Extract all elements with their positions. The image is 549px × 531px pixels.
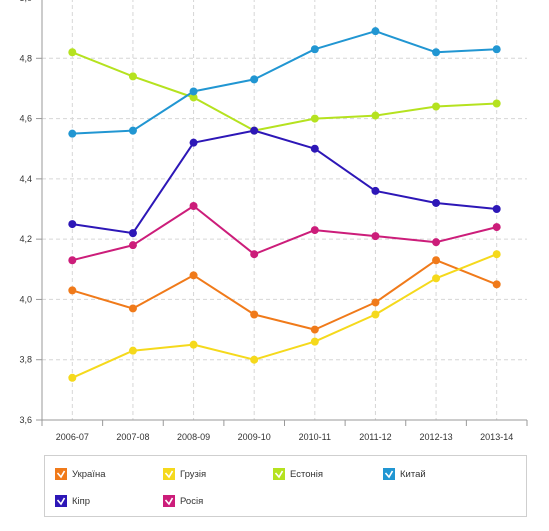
axis-layer: 3,6 3,8 4,0 4,2 4,4 4,6 4,8 5,0 2006-07 2007-08 20…: [19, 0, 528, 442]
legend-label: Росія: [180, 495, 204, 507]
legend-item[interactable]: Естонія: [273, 466, 323, 482]
x-tick-label: 2009-10: [238, 432, 271, 442]
legend-checkbox-icon[interactable]: [163, 468, 175, 480]
series-2: [68, 250, 501, 382]
data-point: [250, 310, 259, 319]
legend-checkbox-icon[interactable]: [383, 468, 395, 480]
data-point: [128, 346, 137, 355]
legend-item[interactable]: Україна: [55, 466, 106, 482]
data-point: [189, 201, 198, 210]
data-point: [310, 325, 319, 334]
data-point: [432, 256, 441, 265]
data-point: [432, 274, 441, 283]
data-point: [128, 304, 137, 313]
series-line: [72, 30, 497, 135]
series-layer: [68, 27, 501, 382]
data-point: [492, 99, 501, 108]
data-point: [492, 250, 501, 259]
data-point: [250, 75, 259, 84]
y-tick-label: 4,6: [19, 114, 32, 124]
data-point: [250, 250, 259, 259]
data-point: [250, 355, 259, 364]
data-point: [310, 114, 319, 123]
legend-item[interactable]: Кіпр: [55, 493, 90, 509]
data-point: [189, 93, 198, 102]
x-tick-label: 2006-07: [56, 432, 89, 442]
series-line: [72, 129, 497, 235]
data-point: [310, 144, 319, 153]
chart-canvas: 3,6 3,8 4,0 4,2 4,4 4,6 4,8 5,0 2006-07 2007-08 20…: [19, 0, 528, 442]
data-point: [371, 111, 380, 120]
legend: Україна Грузія Естонія Китай Кіпр Росія: [44, 455, 527, 517]
y-tick-label: 3,8: [19, 355, 32, 365]
data-point: [189, 271, 198, 280]
y-tick-label: 3,6: [19, 415, 32, 425]
y-tick-label: 5,0: [19, 0, 32, 3]
legend-label: Україна: [72, 468, 106, 480]
data-point: [68, 220, 77, 229]
x-tick-label: 2008-09: [177, 432, 210, 442]
series-line: [71, 253, 498, 379]
data-point: [432, 102, 441, 111]
legend-item[interactable]: Росія: [163, 493, 203, 509]
legend-label: Грузія: [180, 468, 207, 480]
x-tick-label: 2007-08: [116, 432, 149, 442]
data-point: [68, 48, 77, 57]
data-point: [492, 280, 501, 289]
data-point: [432, 48, 441, 57]
data-point: [189, 340, 198, 349]
grid-layer: [42, 0, 527, 420]
x-tick-label: 2010-11: [299, 432, 331, 442]
data-point: [189, 138, 198, 147]
data-point: [371, 27, 380, 36]
series-line: [72, 259, 498, 331]
legend-item[interactable]: Грузія: [163, 466, 206, 482]
x-tick-label: 2013-14: [480, 432, 513, 442]
data-point: [492, 223, 501, 232]
data-point: [250, 126, 259, 135]
series-5: [68, 126, 501, 238]
legend-checkbox-icon[interactable]: [55, 468, 67, 480]
data-point: [68, 286, 77, 295]
data-point: [492, 45, 501, 54]
series-6: [68, 201, 501, 265]
data-point: [128, 241, 137, 250]
x-tick-label: 2011-12: [359, 432, 391, 442]
legend-checkbox-icon[interactable]: [163, 495, 175, 507]
legend-checkbox-icon[interactable]: [273, 468, 285, 480]
data-point: [371, 298, 380, 307]
legend-label: Естонія: [290, 468, 324, 480]
y-tick-label: 4,8: [19, 53, 32, 63]
data-point: [310, 45, 319, 54]
data-point: [371, 310, 380, 319]
x-tick-label: 2012-13: [420, 432, 453, 442]
legend-label: Кіпр: [72, 495, 91, 507]
series-1: [68, 256, 501, 334]
data-point: [68, 373, 77, 382]
y-tick-label: 4,4: [19, 174, 32, 184]
data-point: [310, 337, 319, 346]
series-line: [72, 205, 497, 262]
data-point: [371, 186, 380, 195]
data-point: [128, 72, 137, 81]
legend-item[interactable]: Китай: [383, 466, 426, 482]
series-4: [68, 27, 501, 138]
y-tick-label: 4,0: [19, 294, 32, 304]
y-tick-label: 4,2: [19, 234, 32, 244]
data-point: [492, 205, 501, 213]
data-point: [432, 198, 441, 207]
data-point: [68, 256, 77, 265]
legend-label: Китай: [400, 468, 426, 480]
data-point: [371, 232, 380, 241]
data-point: [128, 126, 137, 135]
legend-checkbox-icon[interactable]: [55, 495, 67, 507]
data-point: [68, 129, 77, 138]
data-point: [432, 238, 441, 247]
data-point: [310, 226, 319, 235]
data-point: [128, 229, 137, 238]
series-line: [71, 51, 497, 132]
data-point: [189, 87, 198, 96]
